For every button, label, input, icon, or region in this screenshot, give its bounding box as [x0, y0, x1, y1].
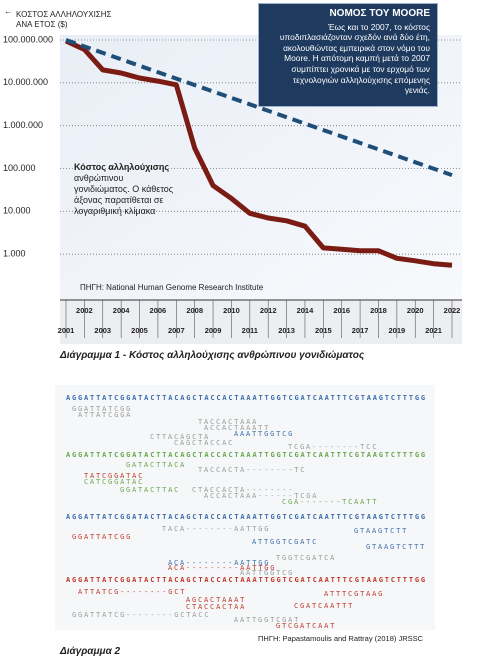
callout-title: ΝΟΜΟΣ ΤΟΥ MOORE	[329, 8, 430, 19]
sequence-row: ATTATCGGA	[78, 411, 132, 419]
y-tick-label: 100.000.000	[3, 34, 53, 44]
sequence-row: CTACCACTA--------	[192, 486, 294, 494]
x-tick-label: 2012	[260, 306, 277, 315]
sequence-row: AATTGGTCGAT	[234, 616, 300, 624]
sequence-row: AGGATTATCGGATACTTACAGCTACCACTAAATTGGTCGA…	[66, 513, 427, 521]
x-tick-label: 2008	[186, 306, 203, 315]
x-tick-label: 2014	[297, 306, 315, 315]
sequence-row: ATTGGTCGATC	[252, 538, 318, 546]
sequence-row: AATTGGTCG	[240, 569, 294, 577]
sequence-row: AGCACTAAAT	[186, 596, 246, 604]
x-tick-label: 2011	[242, 326, 258, 335]
y-tick-label: 1.000.000	[3, 120, 43, 130]
sequence-row: TATCGGATAC	[84, 472, 144, 480]
x-tick-label: 2022	[444, 306, 461, 315]
sequence-row: ATTATCG--------GCT	[78, 588, 186, 596]
sequence-row: TACCACTA--------TC	[198, 466, 306, 474]
sequence-row: GGATTATCG--------GCTACC	[72, 611, 210, 619]
sequence-row: CTACCACTAA	[186, 603, 246, 611]
sequence-row: CGA-------TCAATT	[282, 498, 378, 506]
sequence-row: AGGATTATCGGATACTTACAGCTACCACTAAATTGGTCGA…	[66, 451, 427, 459]
x-tick-label: 2005	[131, 326, 148, 335]
sequence-row: TACA--------AATTGG	[162, 525, 270, 533]
x-tick-label: 2020	[407, 306, 424, 315]
note: Κόστος αλληλούχισης ανθρώπινου γονιδιώμα…	[74, 162, 174, 217]
sequence-row: TGGTCGATCA	[276, 554, 336, 562]
source: ΠΗΓΗ: National Human Genome Research Ins…	[80, 283, 264, 292]
sequence-row: ACCACTAAATT	[204, 424, 270, 432]
sequence-row: GGATTATCGG	[72, 405, 132, 413]
sequence-row: GGATACTTAC	[120, 486, 180, 494]
diagram-source: ΠΗΓΗ: Papastamoulis and Rattray (2018) J…	[258, 634, 424, 643]
x-tick-label: 2021	[425, 326, 442, 335]
x-tick-label: 2006	[150, 306, 167, 315]
sequence-row: ATTTCGTAAG	[324, 590, 384, 598]
sequence-row: CAGCTACCAC	[174, 439, 234, 447]
x-tick-label: 2007	[168, 326, 185, 335]
x-tick-label: 2013	[278, 326, 295, 335]
sequence-row: GATACTTACA	[126, 461, 186, 469]
diagram-caption: Διάγραμμα 2	[60, 646, 121, 657]
sequence-row: GTCGATCAAT	[276, 622, 336, 630]
x-tick-label: 2016	[333, 306, 350, 315]
x-tick-label: 2001	[58, 326, 75, 335]
sequence-row: CGATCAATTT	[294, 602, 354, 610]
x-tick-label: 2004	[113, 306, 131, 315]
y-tick-label: 1.000	[3, 249, 26, 259]
x-tick-label: 2018	[370, 306, 387, 315]
callout-text: Έως και το 2007, το κόστος υποδιπλασιάζο…	[279, 21, 430, 96]
sequence-row: CATCGGATAC	[84, 478, 144, 486]
y-tick-label: 10.000.000	[3, 77, 48, 87]
x-tick-label: 2017	[352, 326, 369, 335]
sequence-row: AGGATTATCGGATACTTACAGCTACCACTAAATTGGTCGA…	[66, 394, 427, 402]
sequence-row: ACA---------AATTGG	[168, 564, 276, 572]
x-tick-label: 2010	[223, 306, 240, 315]
y-tick-label: 100.000	[3, 163, 36, 173]
y-axis-label: ΚΟΣΤΟΣ ΑΛΛΗΛΟΥΧΙΣΗΣ ΑΝΑ ΕΤΟΣ ($)	[16, 10, 112, 29]
sequence-row: TCGA--------TCC	[288, 443, 378, 451]
sequence-row: CTTACAGCTA	[150, 433, 210, 441]
x-tick-label: 2003	[94, 326, 111, 335]
series-line	[64, 38, 453, 268]
y-arrow: ←	[4, 6, 13, 16]
sequence-row: AAATTGGTCG	[234, 430, 294, 438]
sequence-row: GGATTATCGG	[72, 533, 132, 541]
callout: ΝΟΜΟΣ ΤΟΥ MOORE Έως και το 2007, το κόστο…	[258, 3, 438, 107]
sequence-row: GTAAGTCTTT	[366, 543, 426, 551]
axis-band	[60, 300, 462, 344]
x-tick-label: 2002	[76, 306, 93, 315]
y-tick-label: 10.000	[3, 206, 31, 216]
sequence-row: ACCACTAAA------TCGA	[204, 492, 318, 500]
x-tick-label: 2009	[205, 326, 222, 335]
note-title: Κόστος αλληλούχισης	[74, 162, 170, 172]
sequence-row: ACA--------AATTGG	[168, 559, 270, 567]
x-tick-label: 2015	[315, 326, 332, 335]
note-text: ανθρώπινου γονιδιώματος. Ο κάθετος άξονα…	[74, 173, 174, 216]
sequence-row: TACCACTAAA	[198, 418, 258, 426]
diagram-bg	[55, 385, 435, 630]
caption: Διάγραμμα 1 - Κόστος αλληλούχισης ανθρώπ…	[60, 350, 365, 361]
x-tick-label: 2019	[389, 326, 406, 335]
sequence-row: AGGATTATCGGATACTTACAGCTACCACTAAATTGGTCGA…	[66, 576, 427, 584]
sequence-row: GTAAGTCTT	[354, 527, 408, 535]
series-line	[65, 38, 453, 177]
